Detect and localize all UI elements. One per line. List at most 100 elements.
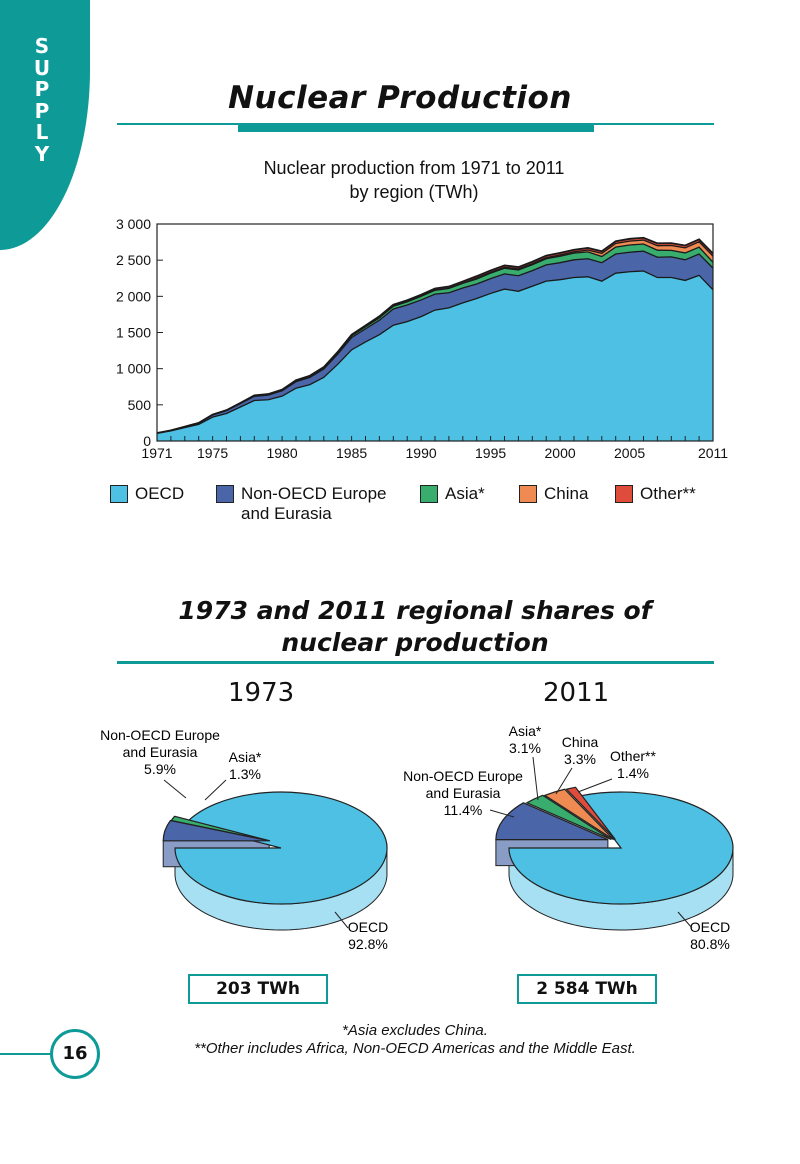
x-tick-label: 1990 bbox=[406, 445, 437, 461]
y-tick-label: 0 bbox=[143, 433, 151, 449]
area-chart-title: Nuclear production from 1971 to 2011 by … bbox=[0, 156, 800, 204]
legend-label: Non-OECD Europe and Eurasia bbox=[241, 484, 387, 523]
y-tick-label: 2 000 bbox=[116, 288, 151, 304]
legend-item: Non-OECD Europe and Eurasia bbox=[216, 484, 387, 524]
pie-1973-leader-oecd bbox=[334, 911, 349, 929]
legend-label: Asia* bbox=[445, 484, 485, 503]
pie-2011-label-oecd: OECD bbox=[690, 919, 730, 935]
pie-1973-label-non-oecd-line2: and Eurasia bbox=[123, 744, 198, 760]
pie-2011-leader-china bbox=[555, 767, 573, 795]
pie-2011-label-asia-value: 3.1% bbox=[509, 740, 541, 756]
pie-2011-label-non-oecd-value: 11.4% bbox=[444, 802, 483, 818]
pie-1973-slice-oecd bbox=[174, 791, 388, 905]
pie-1973-slice-non-oecd-europe-and-eurasia bbox=[162, 819, 270, 842]
section-tab-letter: L bbox=[35, 120, 49, 144]
pie-2011-label-non-oecd-line1: Non-OECD Europe bbox=[403, 768, 523, 784]
x-tick-label: 1995 bbox=[475, 445, 506, 461]
pie-2011-title: 2011 bbox=[543, 678, 610, 708]
pie-1973-title: 1973 bbox=[228, 678, 295, 708]
pie-2011-leader-oecd bbox=[677, 911, 693, 929]
section-tab-letter: P bbox=[34, 77, 50, 101]
pie-1973-label-oecd: OECD bbox=[348, 919, 388, 935]
pie-2011-slice-china bbox=[543, 788, 615, 841]
shares-section-title: 1973 and 2011 regional shares of nuclear… bbox=[0, 595, 800, 659]
area-chart-legend: OECD Non-OECD Europe and Eurasia Asia* China… bbox=[110, 484, 730, 534]
legend-swatch bbox=[615, 485, 633, 503]
legend-item: China bbox=[519, 484, 588, 504]
pie-1973-slice-side bbox=[174, 847, 388, 931]
section-tab-letter: P bbox=[34, 98, 50, 123]
pie-1973-label-asia: Asia* bbox=[229, 749, 262, 765]
pie-1973-leader-asia bbox=[204, 779, 227, 801]
area-boundary-line bbox=[156, 270, 714, 435]
y-tick-label: 3 000 bbox=[116, 216, 151, 232]
section-tab-letter: S bbox=[34, 34, 50, 58]
pie-2011-slice-face bbox=[495, 839, 609, 867]
y-tick-label: 1 000 bbox=[116, 361, 151, 377]
legend-item: Asia* bbox=[420, 484, 485, 504]
title-rule-accent bbox=[238, 123, 594, 132]
page-title: Nuclear Production bbox=[228, 80, 572, 116]
pie-1973-label-non-oecd-line1: Non-OECD Europe bbox=[100, 727, 220, 743]
pie-2011-label-other: Other** bbox=[610, 748, 656, 764]
legend-swatch bbox=[519, 485, 537, 503]
footnotes: *Asia excludes China. **Other includes A… bbox=[0, 1022, 800, 1058]
shares-title-line2: nuclear production bbox=[281, 628, 549, 657]
pie-2011-slice-other bbox=[565, 786, 616, 841]
footnote-asia: *Asia excludes China. bbox=[342, 1022, 488, 1039]
shares-rule bbox=[117, 661, 714, 664]
section-tab-letter: U bbox=[33, 55, 51, 80]
pie-2011-total: 2 584 TWh bbox=[517, 974, 657, 1004]
pie-2011-leader-asia bbox=[532, 756, 539, 801]
y-tick-label: 2 500 bbox=[116, 252, 151, 268]
pie-2011-label-non-oecd-line2: and Eurasia bbox=[426, 785, 501, 801]
pie-1973-label-asia-value: 1.3% bbox=[229, 766, 261, 782]
area-chart: 0 500 1 000 1 500 2 000 2 500 3 000 1971 1975 198… bbox=[116, 216, 728, 461]
legend-swatch bbox=[420, 485, 438, 503]
pie-1973-labels: Non-OECD Europe and Eurasia 5.9% Asia* 1… bbox=[100, 727, 388, 952]
pie-2011-label-china-value: 3.3% bbox=[564, 751, 596, 767]
area-boundary-line bbox=[156, 236, 714, 434]
area-series-oecd bbox=[157, 271, 713, 441]
x-tick-label: 2005 bbox=[614, 445, 645, 461]
x-tick-label: 1971 bbox=[141, 445, 172, 461]
page-number: 16 bbox=[50, 1029, 100, 1079]
pie-1973-label-oecd-value: 92.8% bbox=[348, 936, 388, 952]
pie-2011-leader-non-oecd bbox=[489, 809, 515, 818]
legend-label: OECD bbox=[135, 484, 185, 503]
x-tick-label: 1975 bbox=[197, 445, 228, 461]
pie-1973-label-non-oecd-value: 5.9% bbox=[144, 761, 176, 777]
pie-2011-slice-asia bbox=[525, 794, 612, 841]
x-tick-label: 1980 bbox=[267, 445, 298, 461]
section-tab-letter: Y bbox=[34, 141, 50, 166]
pie-2011-label-oecd-value: 80.8% bbox=[690, 936, 730, 952]
page-number-rule bbox=[0, 1053, 52, 1055]
pie-2011-label-china: China bbox=[562, 734, 599, 750]
area-chart-title-line1: Nuclear production from 1971 to 2011 bbox=[263, 158, 565, 178]
legend-item: OECD bbox=[110, 484, 184, 504]
pie-1973-slice-asia bbox=[170, 815, 271, 842]
pie-2011-labels: Asia* 3.1% China 3.3% Other** 1.4% Non-O… bbox=[403, 723, 730, 952]
shares-title-line1: 1973 and 2011 regional shares of bbox=[178, 596, 652, 625]
y-tick-label: 1 500 bbox=[116, 325, 151, 341]
pie-1973-total: 203 TWh bbox=[188, 974, 328, 1004]
x-tick-label: 2000 bbox=[545, 445, 576, 461]
pie-1973-slice-face bbox=[162, 840, 270, 868]
pie-2011-slice-side bbox=[508, 847, 734, 931]
pie-2011-slice-non-oecd-europe-and-eurasia bbox=[495, 802, 609, 841]
y-tick-label: 500 bbox=[128, 397, 152, 413]
x-tick-label: 1985 bbox=[336, 445, 367, 461]
legend-label: Other** bbox=[640, 484, 696, 503]
footnote-other: **Other includes Africa, Non-OECD Americ… bbox=[194, 1040, 636, 1057]
pie-2011-label-asia: Asia* bbox=[509, 723, 542, 739]
area-chart-title-line2: by region (TWh) bbox=[349, 182, 479, 202]
pie-1973-leader-non-oecd bbox=[163, 779, 187, 799]
pie-2011-label-other-value: 1.4% bbox=[617, 765, 649, 781]
legend-item: Other** bbox=[615, 484, 696, 504]
legend-label: China bbox=[544, 484, 589, 503]
legend-swatch bbox=[110, 485, 128, 503]
x-tick-label: 2011 bbox=[698, 445, 728, 461]
pie-2011-slice-oecd bbox=[508, 791, 734, 905]
